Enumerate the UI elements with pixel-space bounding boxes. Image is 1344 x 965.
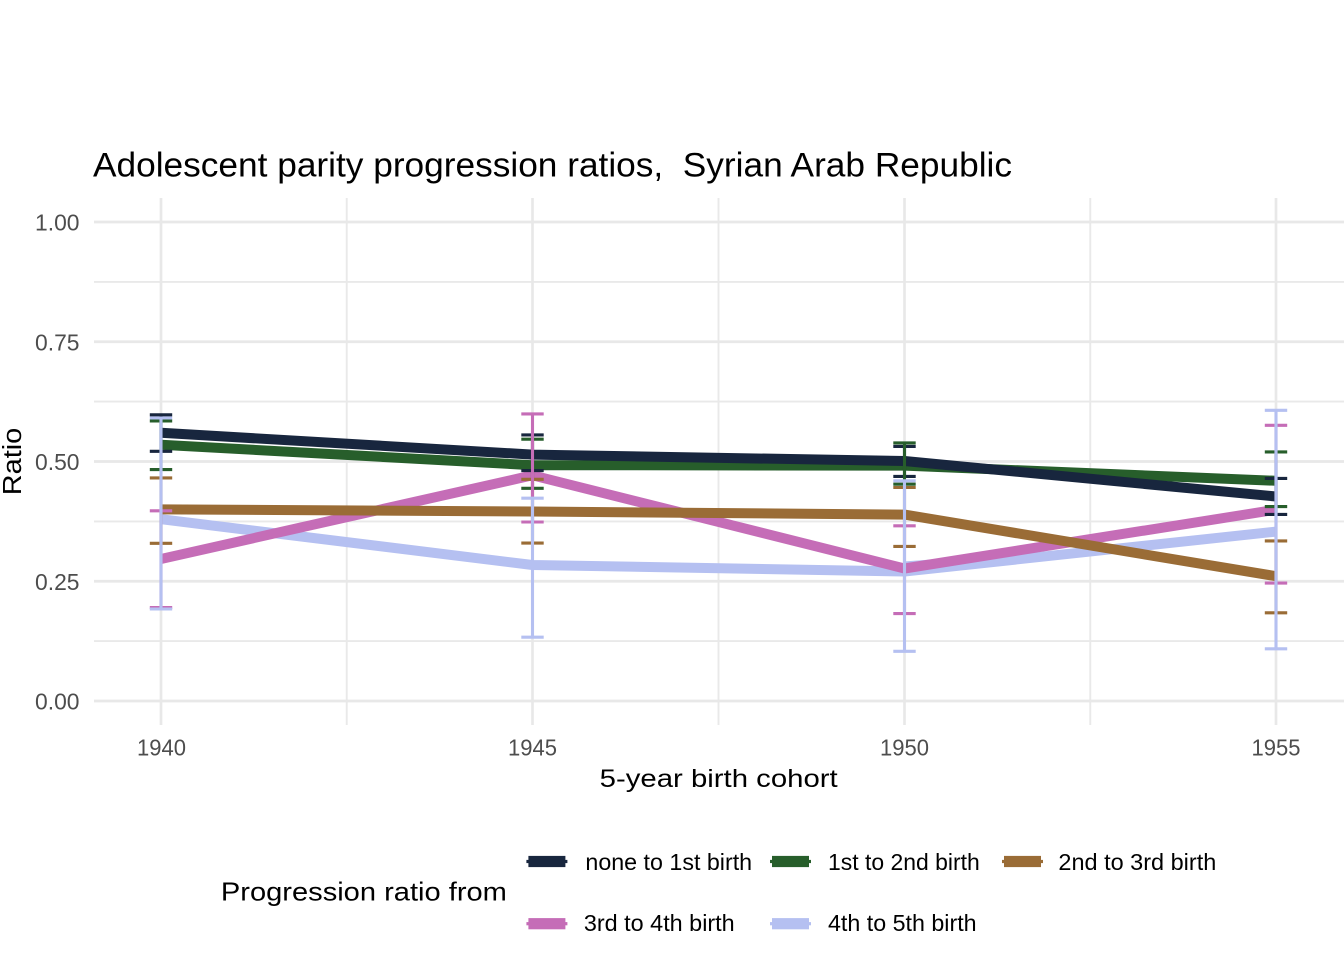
svg-text:1950: 1950 <box>880 735 929 761</box>
svg-text:4th to 5th birth: 4th to 5th birth <box>828 910 977 936</box>
svg-text:1945: 1945 <box>508 735 557 761</box>
svg-text:1st to 2nd birth: 1st to 2nd birth <box>828 849 980 875</box>
svg-text:2nd to 3rd birth: 2nd to 3rd birth <box>1058 849 1216 875</box>
svg-text:1940: 1940 <box>137 735 186 761</box>
svg-text:0.50: 0.50 <box>35 449 80 475</box>
svg-text:Adolescent parity progression: Adolescent parity progression ratios, Sy… <box>93 146 1012 184</box>
svg-text:5-year birth cohort: 5-year birth cohort <box>600 765 838 793</box>
svg-text:Progression ratio from: Progression ratio from <box>221 878 507 906</box>
svg-text:0.00: 0.00 <box>35 689 80 715</box>
svg-text:0.75: 0.75 <box>35 329 80 355</box>
svg-text:1.00: 1.00 <box>35 210 80 236</box>
svg-text:1955: 1955 <box>1252 735 1301 761</box>
svg-text:none to 1st birth: none to 1st birth <box>585 849 752 875</box>
svg-text:3rd to 4th birth: 3rd to 4th birth <box>584 910 735 936</box>
svg-text:Ratio: Ratio <box>0 428 27 496</box>
svg-text:0.25: 0.25 <box>35 569 80 595</box>
